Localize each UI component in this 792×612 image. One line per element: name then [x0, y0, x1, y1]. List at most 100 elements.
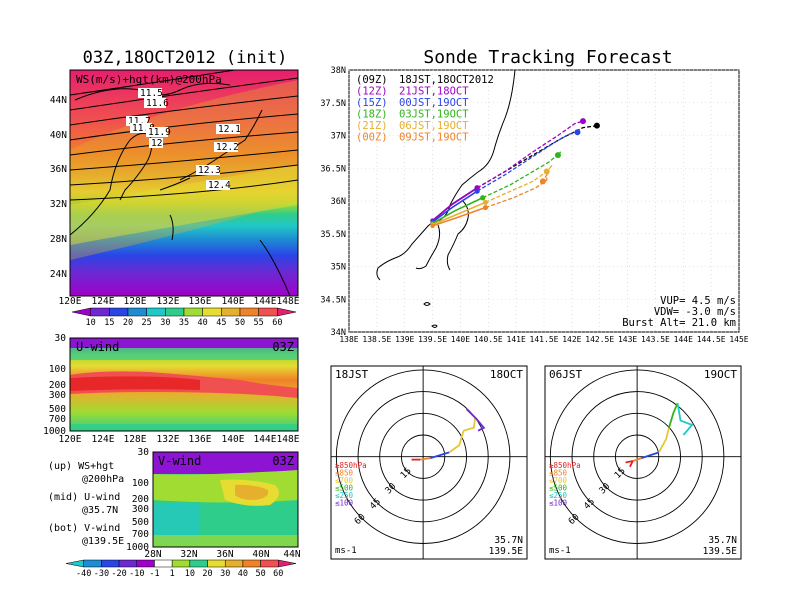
- level-label: 300: [49, 390, 66, 401]
- lat-label: 38N: [331, 66, 346, 76]
- hodograph-legend-item: ≤100: [549, 499, 568, 508]
- colorbar-tick: 30: [220, 569, 230, 579]
- lon-label: 140.5E: [474, 335, 503, 344]
- lon-label: 124E: [92, 296, 115, 307]
- colorbar-swatch: [65, 559, 84, 568]
- colorbar-tick: 60: [272, 318, 282, 328]
- level-label: 500: [49, 404, 66, 415]
- legend-text: 18JST,18OCT2012: [399, 74, 494, 86]
- track-line-forecast: [476, 120, 584, 189]
- colorbar-tick: 40: [238, 569, 248, 579]
- hodograph-segment: [420, 457, 431, 461]
- lon-label: 144.5E: [697, 335, 726, 344]
- colorbar-swatch: [260, 559, 279, 568]
- lon-label: 148E: [277, 434, 300, 445]
- lat-label: 28N: [144, 549, 161, 560]
- hodograph-frame: [544, 365, 742, 560]
- colorbar-tick: 1: [170, 569, 175, 579]
- note-line: @200hPa: [82, 474, 124, 485]
- colorbar-swatch: [154, 559, 173, 568]
- colorbar-tick: -1: [149, 569, 159, 579]
- lon-label: 144E: [254, 296, 277, 307]
- level-label: 1000: [43, 426, 66, 437]
- lon-label: 140E: [222, 296, 245, 307]
- hodograph-legend-item: ≤100: [335, 499, 354, 508]
- v-wind-panel: V-wind 03Z 30 100 200 300 500 700 1000 2…: [126, 447, 301, 560]
- coastline: [376, 69, 516, 328]
- legend-label: (15Z): [356, 97, 388, 109]
- hodograph-segment: [668, 402, 679, 429]
- level-label: 200: [132, 494, 149, 505]
- colorbar-swatch: [202, 307, 222, 317]
- tracking-grid: 138E 138.5E 139E 139.5E 140E 140.5E 141E 141.5E…: [320, 66, 748, 344]
- lat-label: 36N: [216, 549, 233, 560]
- colorbar-tick: 15: [104, 318, 114, 328]
- level-label: 500: [132, 517, 149, 528]
- v-panel-label: V-wind: [158, 454, 201, 468]
- colorbar-swatch: [165, 307, 185, 317]
- lat-label: 44N: [283, 549, 300, 560]
- colorbar-swatch: [242, 559, 261, 568]
- lon-label: 143.5E: [641, 335, 670, 344]
- colorbar-swatch: [207, 559, 226, 568]
- colorbar-swatch: [221, 307, 241, 317]
- hodograph-date: 19OCT: [704, 368, 737, 381]
- level-label: 30: [55, 333, 67, 344]
- colorbar-swatch: [171, 559, 191, 568]
- landing-point: [539, 178, 546, 185]
- hodograph-segment: [465, 408, 486, 432]
- hodograph-legend-item: ≤250: [549, 491, 568, 500]
- colorbar-tick: 60: [273, 569, 283, 579]
- lat-label: 32N: [180, 549, 197, 560]
- colorbar-tick: -40: [76, 569, 91, 579]
- colorbar-tick: -20: [111, 569, 126, 579]
- colorbar-tick: 10: [86, 318, 96, 328]
- lat-label: 37N: [331, 132, 346, 142]
- left-title: 03Z,18OCT2012 (init): [83, 48, 288, 68]
- lon-label: 141E: [507, 335, 526, 344]
- uv-colorbar: -40 -30 -20 -10 -1 1 10 20 30 40 50 60: [65, 559, 297, 579]
- level-label: 700: [132, 529, 149, 540]
- note-line: (bot) V-wind: [48, 523, 120, 534]
- level-label: 300: [132, 504, 149, 515]
- track-line-forecast: [476, 131, 578, 192]
- track-marker: [482, 199, 489, 205]
- lat-label: 40N: [252, 549, 269, 560]
- lon-label: 145E: [729, 335, 748, 344]
- hodograph-unit: ms-1: [335, 546, 357, 556]
- hodograph-unit: ms-1: [549, 546, 571, 556]
- lat-label: 32N: [50, 199, 67, 210]
- contour-label: 12.4: [208, 180, 231, 191]
- legend-label: (18Z): [356, 109, 388, 121]
- note-line: @139.5E: [82, 536, 124, 547]
- lon-label: 143E: [618, 335, 637, 344]
- lon-label: 120E: [59, 434, 82, 445]
- lon-label: 138.5E: [362, 335, 391, 344]
- lat-label: 35.5N: [320, 230, 346, 240]
- lat-label: 24N: [50, 269, 67, 280]
- ws-colorbar: 10 15 20 25 30 35 40 45 50 55 60: [71, 307, 297, 328]
- hodograph-legend-item: ≤700: [549, 476, 568, 485]
- hodograph-frame: [330, 365, 528, 560]
- track-line: [432, 197, 484, 224]
- lat-label: 40N: [50, 130, 67, 141]
- landing-point: [543, 168, 550, 175]
- colorbar-tick: 35: [179, 318, 189, 328]
- lon-label: 139E: [395, 335, 414, 344]
- track-line: [432, 190, 478, 223]
- colorbar-swatch: [189, 559, 208, 568]
- upper-wind-map: WS(m/s)+hgt(km)@200hPa 11.5 11.6 11.7 11…: [50, 69, 300, 307]
- colorbar-swatch: [71, 307, 91, 317]
- colorbar-swatch: [101, 559, 120, 568]
- lat-label: 44N: [50, 95, 67, 106]
- level-label: 100: [132, 478, 149, 489]
- level-label: 100: [49, 364, 66, 375]
- contour-label: 11.9: [148, 127, 171, 138]
- tracking-map: 138E 138.5E 139E 139.5E 140E 140.5E 141E 141.5E…: [320, 66, 748, 344]
- hodograph-legend-item: ≥850hPa: [335, 461, 367, 470]
- level-label: 1000: [126, 542, 149, 553]
- lon-label: 142.5E: [585, 335, 614, 344]
